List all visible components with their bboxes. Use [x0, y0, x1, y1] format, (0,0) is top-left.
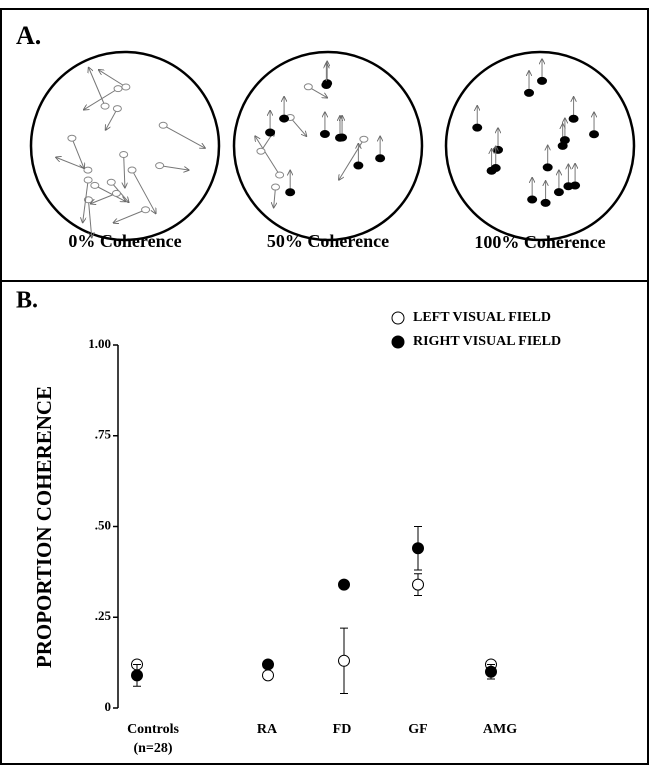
dot	[114, 86, 122, 92]
dot	[590, 131, 599, 138]
motion-arrow	[89, 67, 106, 106]
dot	[360, 136, 368, 142]
data-point	[413, 543, 424, 554]
dot	[571, 182, 580, 189]
y-tick-label: .50	[95, 517, 111, 532]
dot	[494, 146, 503, 153]
dot	[128, 167, 136, 173]
dot	[560, 137, 569, 144]
dot	[354, 162, 363, 169]
dot	[473, 124, 482, 131]
dot	[107, 179, 115, 185]
motion-arrow	[339, 139, 364, 180]
legend-marker	[392, 312, 404, 324]
dot	[272, 184, 280, 190]
dot	[142, 207, 150, 213]
x-tick-note: (n=28)	[133, 741, 172, 756]
data-point	[132, 670, 143, 681]
figure: A. B. PROPORTION COHERENCE 0% Coherence 5…	[0, 0, 649, 765]
legend-marker	[392, 336, 404, 348]
dot	[525, 89, 534, 96]
legend-label: LEFT VISUAL FIELD	[413, 310, 551, 325]
dot	[84, 177, 92, 183]
aperture	[31, 52, 219, 240]
dot	[304, 84, 312, 90]
motion-arrow	[163, 125, 205, 148]
motion-arrow	[124, 155, 125, 188]
dot	[113, 106, 121, 112]
dot	[320, 131, 329, 138]
dot	[286, 189, 295, 196]
y-tick-label: 0	[105, 699, 112, 714]
motion-arrow	[56, 157, 88, 170]
data-point	[413, 579, 424, 590]
dot	[280, 115, 289, 122]
caption: 0% Coherence	[68, 231, 181, 251]
x-tick-label: RA	[257, 722, 278, 737]
dot	[338, 134, 347, 141]
y-tick-label: .75	[95, 427, 112, 442]
dot	[569, 115, 578, 122]
dot	[120, 152, 128, 158]
y-tick-label: 1.00	[88, 336, 111, 351]
data-point	[263, 670, 274, 681]
legend-label: RIGHT VISUAL FIELD	[413, 334, 561, 349]
dot	[84, 167, 92, 173]
x-tick-label: AMG	[483, 722, 517, 737]
y-tick-label: .25	[95, 608, 112, 623]
dot	[376, 155, 385, 162]
dot	[112, 190, 120, 196]
dot	[528, 196, 537, 203]
panel-label: B.	[16, 288, 38, 314]
dot	[122, 84, 130, 90]
caption: 100% Coherence	[474, 232, 605, 252]
dot	[101, 103, 109, 109]
dot	[491, 165, 500, 172]
x-tick-label: FD	[333, 722, 352, 737]
data-point	[339, 655, 350, 666]
dot	[159, 122, 167, 128]
dot	[541, 199, 550, 206]
dot	[266, 129, 275, 136]
motion-diagram: 0% Coherence 50% Coherence 100% Coherence	[31, 52, 634, 252]
x-tick-label: Controls	[127, 722, 179, 737]
data-point	[339, 579, 350, 590]
dot	[257, 148, 265, 154]
y-axis-label: PROPORTION COHERENCE	[32, 386, 56, 668]
motion-arrow	[113, 210, 145, 223]
dot	[554, 189, 563, 196]
dot	[322, 81, 331, 88]
motion-arrow	[99, 70, 126, 87]
panel-label: A.	[16, 21, 41, 50]
caption: 50% Coherence	[267, 231, 389, 251]
dot	[276, 172, 284, 178]
dot	[538, 77, 547, 84]
data-point	[486, 666, 497, 677]
dot	[68, 135, 76, 141]
dot	[156, 163, 164, 169]
dot	[543, 164, 552, 171]
x-tick-label: GF	[408, 722, 427, 737]
data-point	[263, 659, 274, 670]
dot	[91, 182, 99, 188]
